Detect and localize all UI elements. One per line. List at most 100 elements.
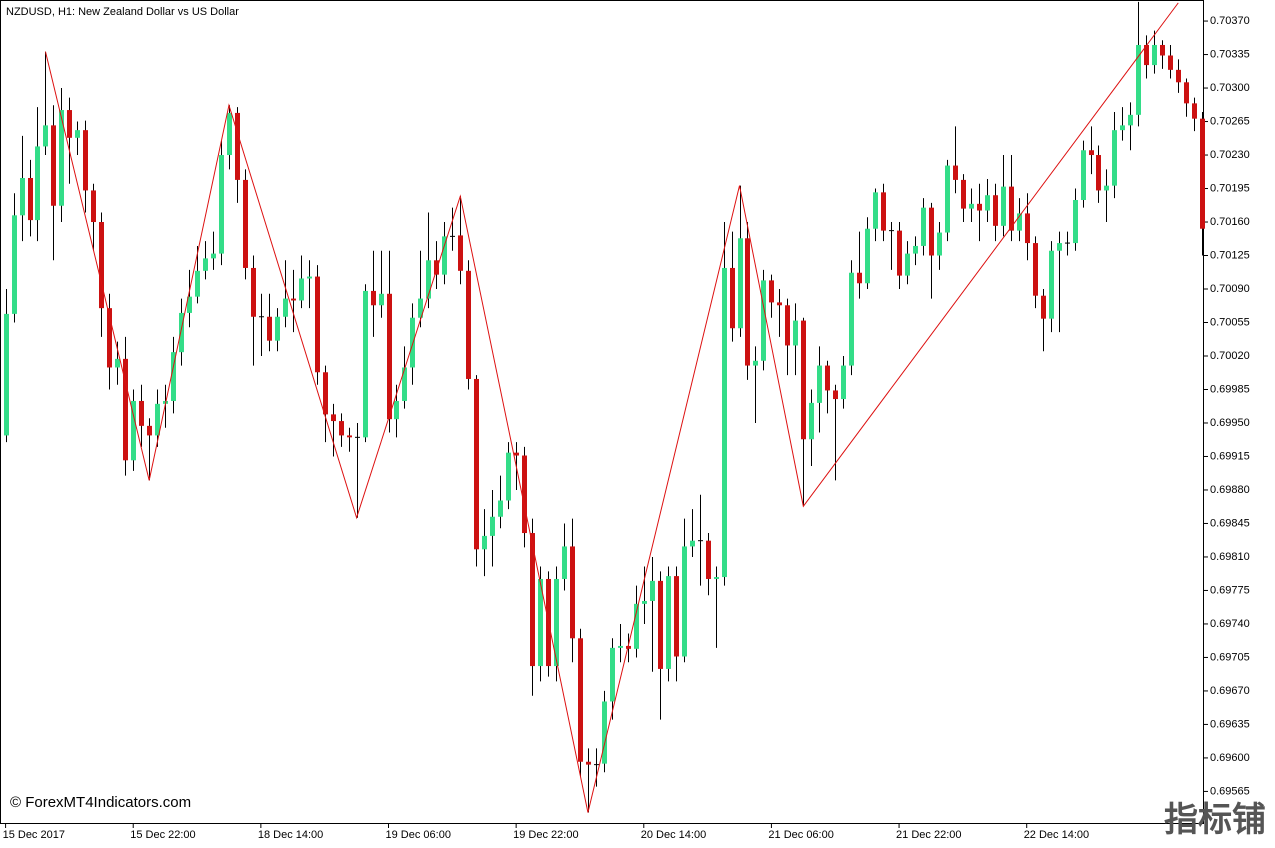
candle-body — [530, 533, 535, 667]
candle-body — [586, 761, 591, 765]
candle-body — [761, 280, 766, 361]
candle-body — [578, 638, 583, 762]
candle-body — [139, 400, 144, 426]
y-tick-label: 0.69810 — [1210, 551, 1250, 563]
candle-body — [1176, 69, 1181, 83]
candle-body — [1025, 213, 1030, 244]
candle-body — [562, 546, 567, 579]
candle-body — [865, 228, 870, 284]
candle-body — [1168, 55, 1173, 70]
candle-body — [690, 540, 695, 547]
candle-body — [75, 130, 80, 138]
candle-body — [402, 367, 407, 401]
plot-frame — [0, 0, 1204, 824]
x-tick-label: 19 Dec 22:00 — [513, 829, 578, 841]
candle-body — [20, 177, 25, 216]
y-tick-label: 0.70300 — [1210, 82, 1250, 94]
x-tick-label: 15 Dec 2017 — [3, 829, 65, 841]
candle-body — [738, 238, 743, 329]
candle-body — [841, 365, 846, 400]
candle-body — [666, 576, 671, 669]
candle-body — [59, 110, 64, 206]
candle-body — [171, 352, 176, 401]
candle-body — [1057, 243, 1062, 251]
candle-body — [1120, 125, 1125, 131]
candle-body — [35, 146, 40, 221]
y-tick-label: 0.69635 — [1210, 718, 1250, 730]
candle-body — [466, 270, 471, 379]
candle-body — [626, 645, 631, 649]
candle-body — [323, 372, 328, 415]
candle-body — [514, 452, 519, 456]
x-tick-label: 19 Dec 06:00 — [386, 829, 451, 841]
candle-body — [817, 365, 822, 403]
y-tick-label: 0.70020 — [1210, 350, 1250, 362]
candle-body — [506, 452, 511, 501]
y-tick-label: 0.70090 — [1210, 283, 1250, 295]
candle-body — [993, 195, 998, 226]
x-tick-label: 21 Dec 06:00 — [768, 829, 833, 841]
candle-body — [610, 647, 615, 702]
candle-body — [315, 276, 320, 373]
candle-body — [179, 312, 184, 353]
candle-body — [123, 358, 128, 461]
candle-body — [4, 313, 9, 436]
candle-body — [458, 235, 463, 271]
candle-body — [1017, 213, 1022, 231]
candle-body — [299, 278, 304, 301]
candle-body — [658, 580, 663, 669]
candle-body — [674, 576, 679, 657]
candle-body — [825, 365, 830, 391]
candle-body — [291, 298, 296, 301]
y-tick-label: 0.69565 — [1210, 785, 1250, 797]
x-tick-label: 15 Dec 22:00 — [130, 829, 195, 841]
y-tick-label: 0.70195 — [1210, 182, 1250, 194]
candle-body — [99, 222, 104, 309]
x-tick-label: 20 Dec 14:00 — [641, 829, 706, 841]
candle-body — [251, 267, 256, 317]
candle-body — [1073, 200, 1078, 244]
candle-body — [801, 320, 806, 440]
candle-body — [442, 236, 447, 275]
candle-body — [418, 298, 423, 318]
candle-body — [307, 276, 312, 279]
candle-body — [1041, 295, 1046, 319]
candle-body — [1112, 130, 1117, 186]
candle-body — [474, 378, 479, 550]
y-tick-label: 0.70125 — [1210, 249, 1250, 261]
candle-body — [1033, 243, 1038, 296]
candle-body — [1049, 250, 1054, 319]
zigzag-line — [44, 2, 1179, 813]
candle-body — [347, 435, 352, 438]
y-tick-label: 0.70265 — [1210, 115, 1250, 127]
candle-body — [650, 580, 655, 601]
candle-body — [714, 577, 719, 579]
y-tick-label: 0.70335 — [1210, 48, 1250, 60]
candle-body — [921, 207, 926, 246]
candle-body — [371, 290, 376, 306]
candle-body — [857, 272, 862, 284]
candle-body — [953, 165, 958, 180]
candle-body — [833, 390, 838, 400]
candle-body — [275, 316, 280, 341]
x-tick-label: 22 Dec 14:00 — [1024, 829, 1089, 841]
candle-body — [522, 455, 527, 534]
candle-body — [482, 535, 487, 550]
candle-body — [283, 298, 288, 317]
candle-body — [12, 215, 17, 314]
candle-body — [618, 645, 623, 648]
candle-body — [913, 245, 918, 254]
candle-body — [219, 155, 224, 254]
y-tick-label: 0.69915 — [1210, 450, 1250, 462]
candle-body — [642, 600, 647, 604]
candle-body — [785, 305, 790, 346]
candle-body — [722, 267, 727, 578]
y-tick-label: 0.69950 — [1210, 417, 1250, 429]
candle-body — [1160, 44, 1165, 56]
candle-body — [67, 110, 72, 138]
candle-body — [682, 546, 687, 657]
candle-body — [1192, 103, 1197, 119]
candle-body — [849, 272, 854, 366]
